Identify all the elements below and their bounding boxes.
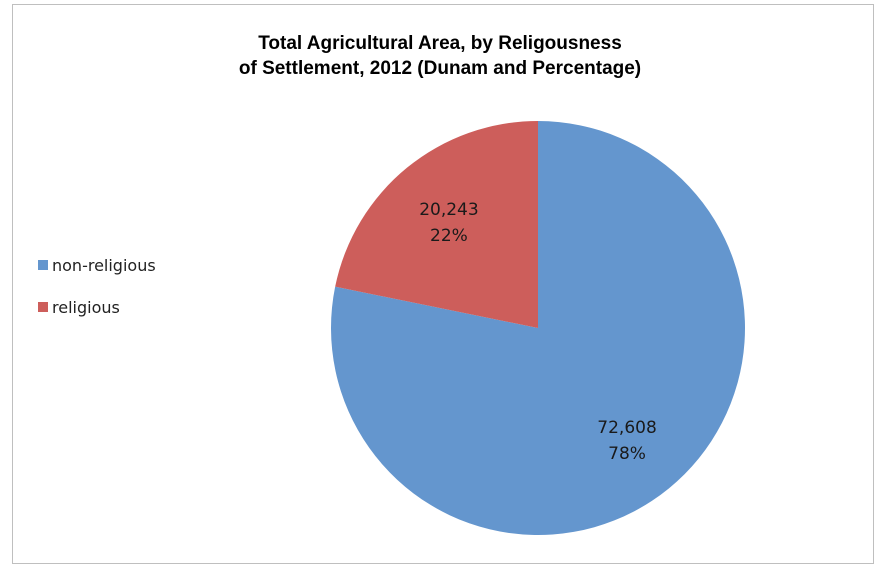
legend-label-non-religious: non-religious <box>52 255 156 275</box>
data-label-value-non-religious: 72,608 <box>597 418 656 438</box>
chart-title: Total Agricultural Area, by Religousness… <box>0 31 880 81</box>
chart-title-line-1: Total Agricultural Area, by Religousness <box>258 33 622 54</box>
pie-slice-religious <box>335 121 538 328</box>
data-label-percent-religious: 22% <box>430 226 468 246</box>
pie-chart: 72,608 78% 20,243 22% <box>331 121 746 535</box>
legend-item-non-religious: non-religious <box>38 254 156 276</box>
legend: non-religious religious <box>38 254 156 338</box>
data-label-value-religious: 20,243 <box>419 200 478 220</box>
legend-swatch-religious <box>38 302 48 312</box>
legend-swatch-non-religious <box>38 260 48 270</box>
legend-label-religious: religious <box>52 297 120 317</box>
legend-item-religious: religious <box>38 296 156 318</box>
data-label-percent-non-religious: 78% <box>608 444 646 464</box>
chart-title-line-2: of Settlement, 2012 (Dunam and Percentag… <box>238 58 642 79</box>
